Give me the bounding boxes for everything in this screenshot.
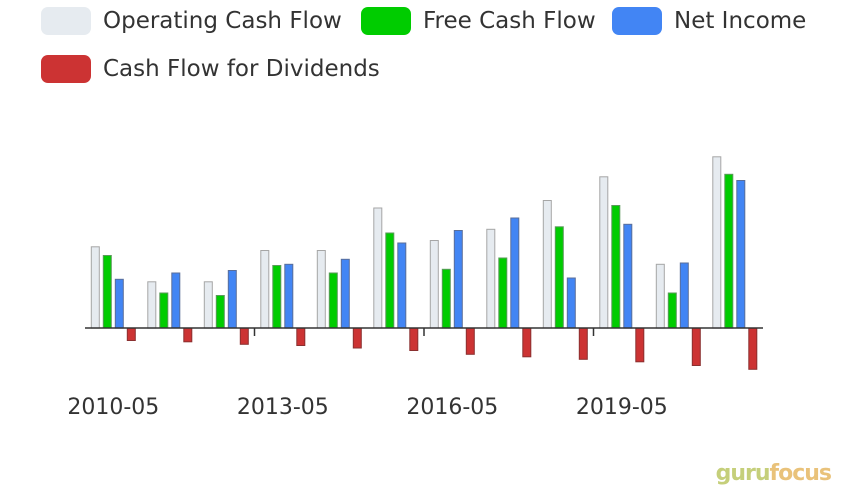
bar-operating-cash-flow-2019-05 (599, 176, 609, 329)
bar-operating-cash-flow-2011-05 (147, 281, 157, 329)
bar-cash-flow-for-dividends-2018-05 (578, 327, 588, 360)
legend-label-free-cash-flow: Free Cash Flow (423, 8, 596, 34)
bar-cash-flow-for-dividends-2010-05 (126, 327, 136, 341)
bar-net-income-2013-05 (284, 263, 294, 329)
bar-cash-flow-for-dividends-2011-05 (183, 327, 193, 343)
bar-free-cash-flow-2021-05 (724, 173, 734, 329)
bar-cash-flow-for-dividends-2020-05 (691, 327, 701, 366)
bar-cash-flow-for-dividends-2012-05 (239, 327, 249, 345)
legend-item-free-cash-flow[interactable]: Free Cash Flow (361, 6, 596, 36)
bar-net-income-2010-05 (114, 278, 124, 329)
legend-item-operating-cash-flow[interactable]: Operating Cash Flow (41, 6, 342, 36)
x-tick-label-2016-05: 2016-05 (406, 395, 498, 420)
watermark-focus: focus (769, 461, 832, 486)
legend-swatch-net-income (612, 7, 662, 35)
bar-operating-cash-flow-2018-05 (542, 200, 552, 329)
bar-cash-flow-for-dividends-2016-05 (465, 327, 475, 355)
legend-swatch-free-cash-flow (361, 7, 411, 35)
bar-free-cash-flow-2018-05 (554, 226, 564, 329)
bar-net-income-2016-05 (453, 230, 463, 329)
bar-operating-cash-flow-2015-05 (373, 207, 383, 329)
bar-operating-cash-flow-2016-05 (429, 240, 439, 329)
bar-cash-flow-for-dividends-2017-05 (522, 327, 532, 358)
bar-cash-flow-for-dividends-2021-05 (748, 327, 758, 370)
legend-item-cash-flow-for-dividends[interactable]: Cash Flow for Dividends (41, 54, 380, 84)
legend-swatch-cash-flow-for-dividends (41, 55, 91, 83)
legend-label-net-income: Net Income (674, 8, 807, 34)
bar-free-cash-flow-2015-05 (385, 232, 395, 329)
bar-cash-flow-for-dividends-2015-05 (409, 327, 419, 351)
legend-swatch-operating-cash-flow (41, 7, 91, 35)
bar-net-income-2014-05 (340, 258, 350, 329)
bar-free-cash-flow-2020-05 (667, 292, 677, 329)
bar-net-income-2018-05 (566, 277, 576, 329)
legend-label-operating-cash-flow: Operating Cash Flow (103, 8, 342, 34)
bar-operating-cash-flow-2010-05 (90, 246, 100, 329)
bar-net-income-2021-05 (736, 180, 746, 329)
bar-cash-flow-for-dividends-2019-05 (635, 327, 645, 363)
bar-operating-cash-flow-2014-05 (316, 250, 326, 329)
bar-cash-flow-for-dividends-2014-05 (352, 327, 362, 349)
bar-free-cash-flow-2016-05 (441, 268, 451, 329)
bar-net-income-2020-05 (679, 262, 689, 329)
bar-operating-cash-flow-2021-05 (712, 156, 722, 329)
bar-free-cash-flow-2014-05 (328, 272, 338, 329)
bar-net-income-2012-05 (227, 270, 237, 329)
bar-free-cash-flow-2012-05 (215, 295, 225, 329)
bar-net-income-2019-05 (623, 223, 633, 329)
bar-net-income-2015-05 (397, 242, 407, 329)
bar-operating-cash-flow-2013-05 (260, 250, 270, 329)
gurufocus-watermark: gurufocus (715, 461, 832, 486)
watermark-guru: guru (715, 461, 771, 486)
bar-net-income-2011-05 (171, 272, 181, 329)
x-tick-label-2010-05: 2010-05 (67, 395, 159, 420)
bar-operating-cash-flow-2017-05 (486, 228, 496, 329)
bar-cash-flow-for-dividends-2013-05 (296, 327, 306, 346)
bar-free-cash-flow-2011-05 (159, 292, 169, 329)
legend-label-cash-flow-for-dividends: Cash Flow for Dividends (103, 56, 380, 82)
bar-operating-cash-flow-2020-05 (655, 263, 665, 329)
bar-operating-cash-flow-2012-05 (203, 281, 213, 329)
legend-item-net-income[interactable]: Net Income (612, 6, 806, 36)
bar-net-income-2017-05 (510, 217, 520, 329)
bar-free-cash-flow-2013-05 (272, 265, 282, 329)
x-tick-label-2013-05: 2013-05 (237, 395, 329, 420)
x-tick-label-2019-05: 2019-05 (576, 395, 668, 420)
bar-free-cash-flow-2010-05 (102, 255, 112, 329)
bar-free-cash-flow-2017-05 (498, 257, 508, 329)
bar-free-cash-flow-2019-05 (611, 205, 621, 329)
